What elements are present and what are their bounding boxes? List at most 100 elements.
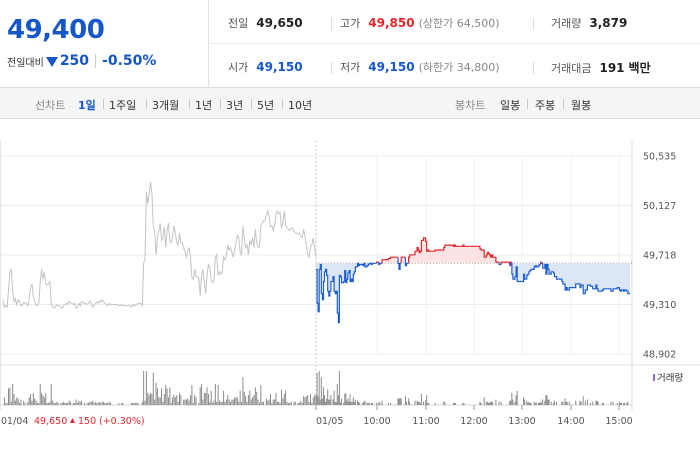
change-label: 전일대비 [7, 57, 44, 69]
period-1d[interactable]: 1일 [78, 99, 96, 112]
quote-panel: 49,400 전일대비 250 -0.50% 전일 49,650 고가 49,8… [0, 0, 700, 88]
price-block: 49,400 전일대비 250 -0.50% [0, 0, 209, 88]
y-tick-label: 49,718 [643, 251, 676, 262]
stat-value: 49,150 [256, 60, 303, 74]
footer-price: 49,650 [34, 416, 67, 427]
period-1y[interactable]: 1년 [195, 99, 213, 112]
stat-low: 저가 49,150 (하한가 34,800) [340, 59, 500, 75]
stat-volume: 거래량 3,879 [551, 15, 627, 31]
fill-above [382, 257, 398, 264]
fill-below [511, 262, 541, 282]
divider [146, 99, 147, 109]
footer-date: 01/04 [1, 416, 28, 427]
y-axis-ticks: 50,535 50,127 49,718 49,310 48,902 [643, 152, 676, 361]
line-above-ref [381, 256, 398, 264]
divider [527, 99, 528, 109]
stat-amount: 거래대금 191 백만 [551, 59, 651, 76]
fill-above [401, 257, 406, 264]
x-axis-ticks: 01/05 10:00 11:00 12:00 13:00 14:00 15:00 [315, 405, 633, 427]
x-tick-label: 14:00 [557, 416, 584, 427]
up-arrow-icon [70, 418, 75, 423]
x-tick-label: 13:00 [508, 416, 535, 427]
divider [210, 43, 700, 44]
footer-rate: (+0.30%) [99, 416, 145, 427]
current-price: 49,400 [7, 15, 105, 45]
stat-sub: (상한가 64,500) [418, 17, 500, 30]
x-tick-label: 12:00 [460, 416, 487, 427]
divider [251, 99, 252, 109]
period-toolbar: 선차트 1일 1주일 3개월 1년 3년 5년 10년 봉차트 일봉 주봉 월봉 [0, 88, 700, 119]
stat-label: 거래대금 [551, 61, 592, 75]
stat-label: 저가 [340, 61, 361, 74]
stat-label: 시가 [228, 61, 249, 74]
x-tick-label: 10:00 [363, 416, 390, 427]
divider [282, 99, 283, 109]
period-1w[interactable]: 1주일 [109, 99, 137, 112]
x-tick-label: 01/05 [316, 416, 343, 427]
volume-legend: 거래량 [657, 372, 683, 384]
line-above-ref [400, 256, 406, 264]
fill-below [316, 263, 377, 323]
stat-label: 전일 [228, 17, 249, 30]
stat-high: 고가 49,850 (상한가 64,500) [340, 15, 500, 31]
stat-value: 3,879 [589, 16, 628, 30]
stat-value: 49,650 [256, 16, 303, 30]
divider [95, 54, 97, 68]
chart-grid [0, 141, 633, 410]
stat-value: 49,850 [368, 16, 415, 30]
volume-panel: 거래량 [0, 364, 700, 406]
stat-open: 시가 49,150 [228, 59, 303, 75]
change-amount: 250 [59, 53, 90, 69]
footer-change: 150 [78, 416, 96, 427]
divider [563, 99, 564, 109]
y-tick-label: 50,535 [643, 152, 676, 163]
stat-label: 고가 [340, 17, 361, 30]
divider [220, 99, 221, 109]
fill-above [408, 237, 500, 264]
candle-weekly[interactable]: 주봉 [535, 99, 556, 112]
line-chart-label: 선차트 [35, 99, 66, 112]
candle-daily[interactable]: 일봉 [500, 99, 521, 112]
prev-day-line [2, 182, 317, 310]
divider [103, 99, 104, 109]
fill-areas [316, 237, 630, 323]
line-below-ref [509, 262, 511, 267]
chart-footer: 01/04 49,650 150 (+0.30%) [1, 416, 145, 427]
y-tick-label: 48,902 [643, 350, 676, 361]
line-below-ref [378, 262, 382, 266]
stat-value: 49,150 [368, 60, 415, 74]
x-tick-label: 11:00 [412, 416, 439, 427]
period-10y[interactable]: 10년 [288, 99, 313, 112]
change-rate: -0.50% [102, 53, 157, 69]
line-above-ref [408, 237, 500, 264]
stat-sub: (하한가 34,800) [418, 61, 500, 74]
candle-chart-label: 봉차트 [455, 99, 486, 112]
stat-prev-close: 전일 49,650 [228, 15, 303, 31]
stat-label: 거래량 [551, 17, 582, 30]
divider [331, 62, 332, 74]
y-tick-label: 49,310 [643, 300, 676, 311]
line-below-ref [316, 262, 377, 324]
stat-value: 191 [599, 60, 625, 75]
line-below-ref [511, 262, 541, 283]
x-tick-label: 15:00 [605, 416, 632, 427]
line-below-ref [541, 262, 630, 295]
fill-below [541, 262, 630, 294]
candle-monthly[interactable]: 월봉 [571, 99, 592, 112]
divider [533, 62, 534, 74]
period-3y[interactable]: 3년 [226, 99, 244, 112]
period-3m[interactable]: 3개월 [152, 99, 180, 112]
line-above-ref [500, 261, 510, 265]
down-arrow-icon [45, 56, 58, 67]
intraday-price-chart[interactable]: 50,535 50,127 49,718 49,310 48,902 거래량 01/05… [0, 119, 700, 450]
divider [189, 99, 190, 109]
change-row: 전일대비 250 -0.50% [7, 53, 156, 69]
line-below-ref [397, 257, 402, 270]
period-5y[interactable]: 5년 [257, 99, 275, 112]
line-below-ref [404, 257, 409, 267]
legend-swatch [653, 374, 655, 381]
stat-unit: 백만 [628, 61, 651, 75]
price-lines [2, 182, 630, 324]
y-tick-label: 50,127 [643, 201, 676, 212]
divider [533, 18, 534, 30]
